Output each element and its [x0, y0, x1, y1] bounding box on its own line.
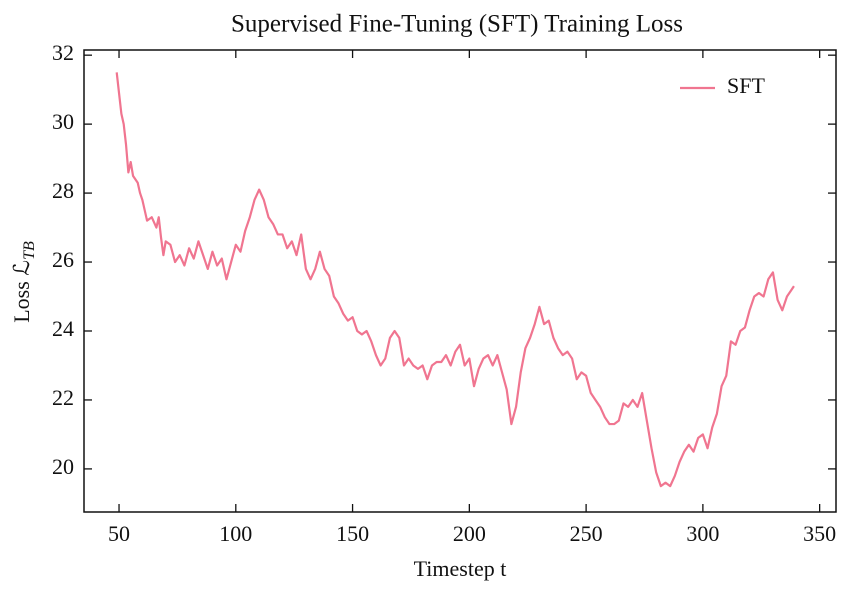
y-tick-label: 30	[52, 109, 74, 134]
x-tick-label: 300	[686, 521, 719, 546]
x-tick-label: 150	[336, 521, 369, 546]
y-tick-label: 24	[52, 316, 74, 341]
legend-label: SFT	[727, 73, 765, 98]
y-tick-label: 20	[52, 454, 74, 479]
y-tick-label: 28	[52, 178, 74, 203]
x-tick-label: 350	[803, 521, 836, 546]
x-tick-label: 250	[570, 521, 603, 546]
y-label-main: Loss ℒ	[9, 260, 34, 323]
line-series	[115, 72, 795, 488]
y-label-subscript: TB	[21, 241, 38, 260]
chart-title: Supervised Fine-Tuning (SFT) Training Lo…	[231, 11, 683, 38]
x-tick-label: 200	[453, 521, 486, 546]
x-tick-label: 50	[108, 521, 130, 546]
x-axis-label: Timestep t	[414, 556, 507, 581]
y-tick-label: 32	[52, 40, 74, 65]
y-axis-label: Loss ℒTB	[9, 241, 38, 323]
y-tick-label: 26	[52, 247, 74, 272]
plot-frame	[83, 49, 837, 513]
y-tick-label: 22	[52, 385, 74, 410]
x-tick-label: 100	[219, 521, 252, 546]
